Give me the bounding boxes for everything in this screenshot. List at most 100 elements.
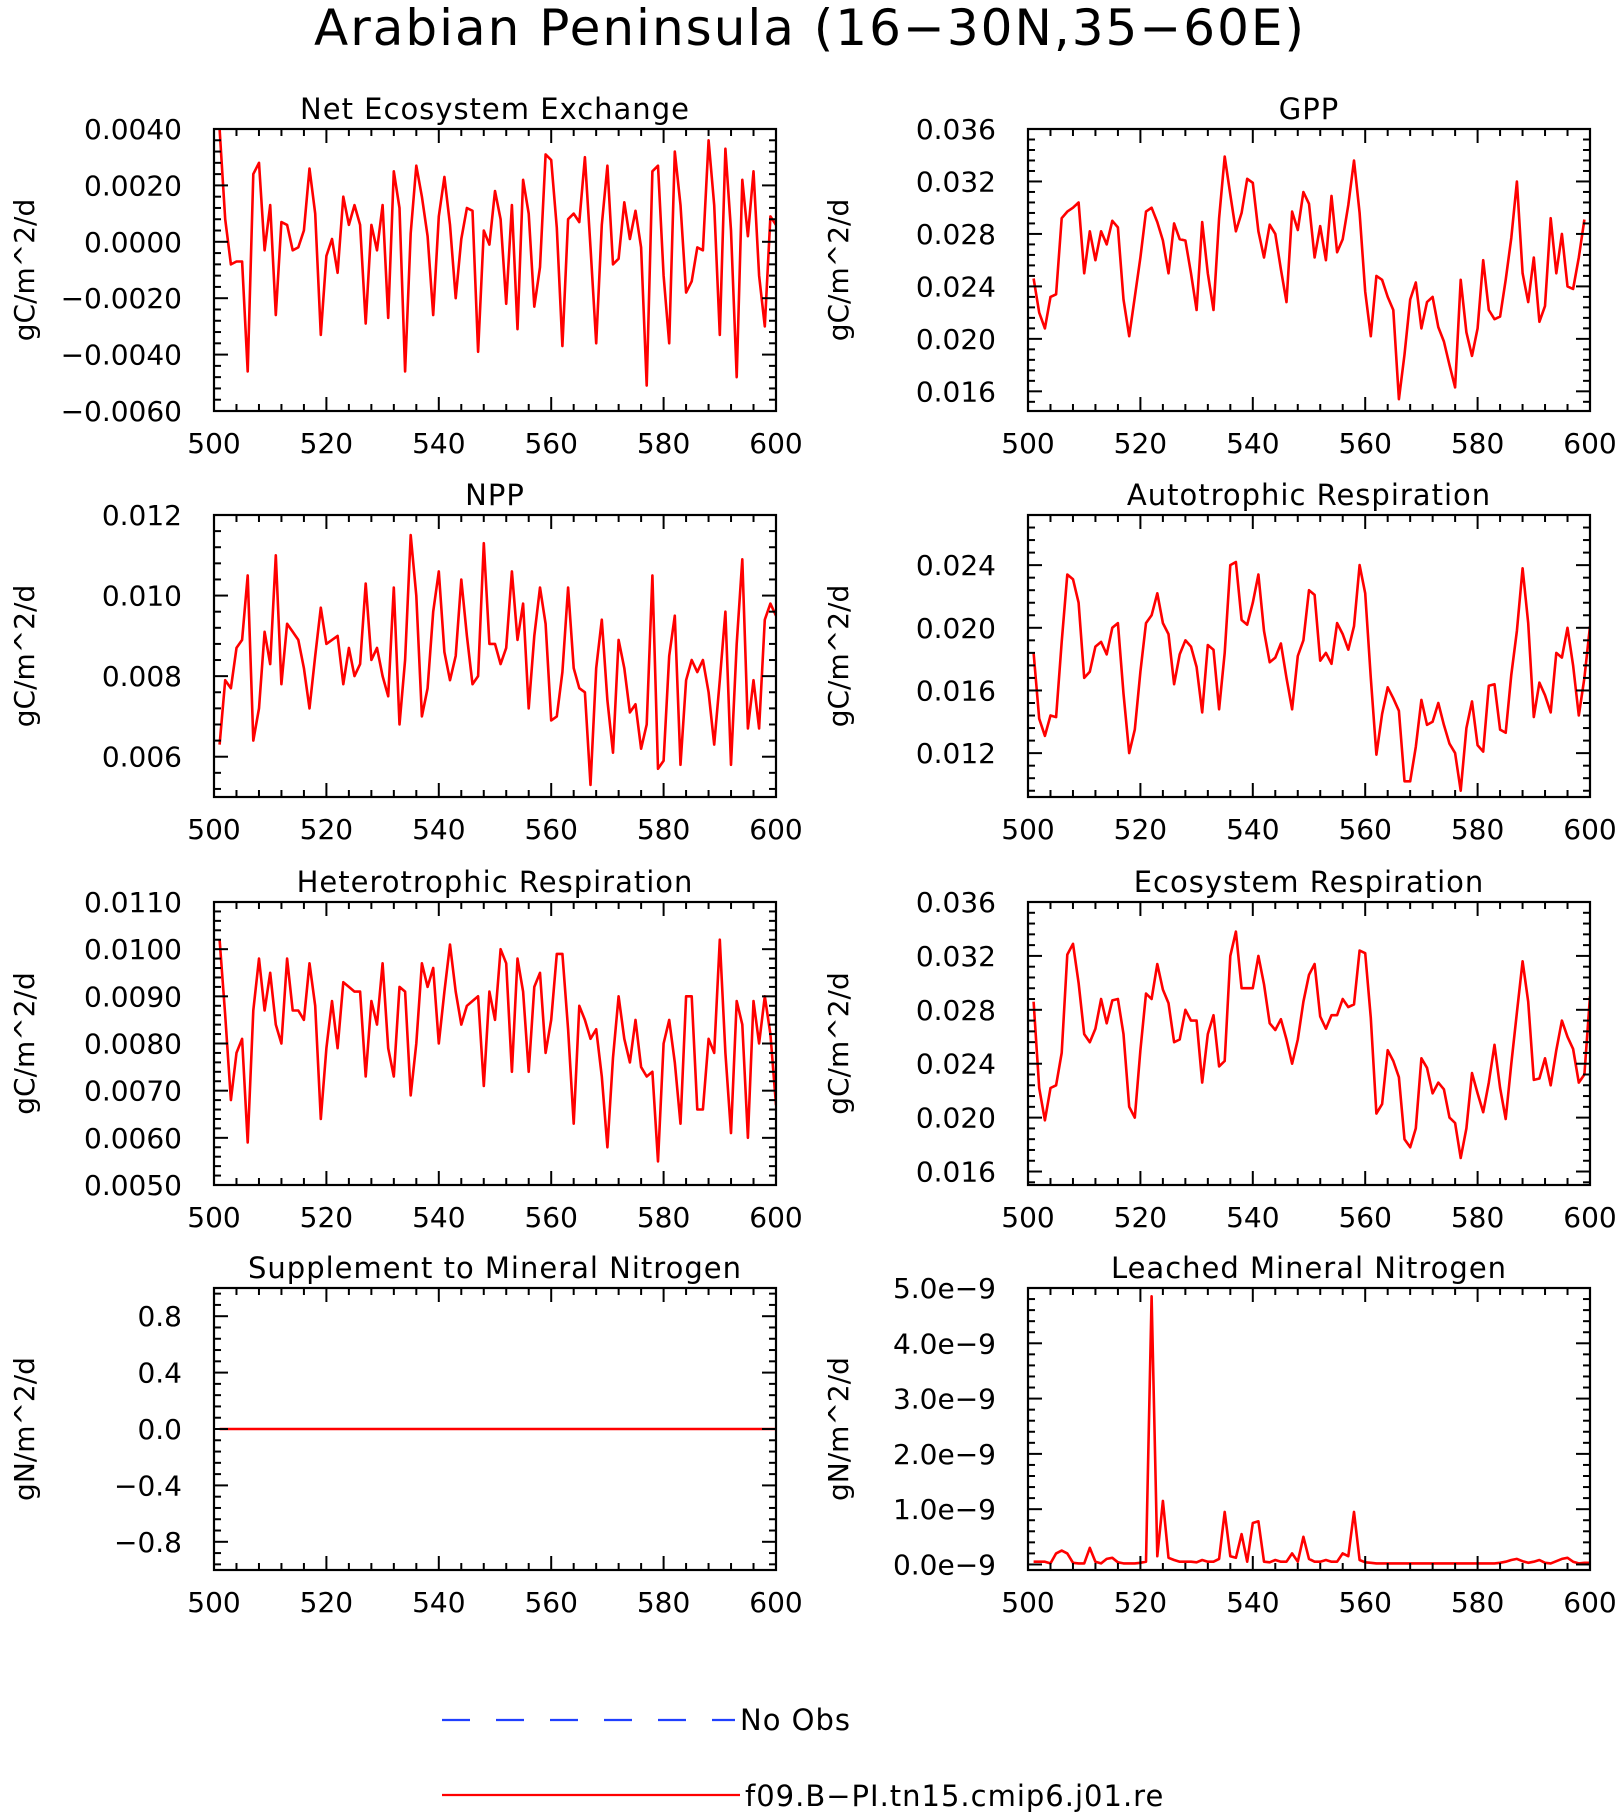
x-tick-label: 560	[1338, 813, 1391, 846]
y-tick-label: 0.020	[916, 612, 996, 645]
y-axis-label: gN/m^2/d	[822, 1357, 855, 1501]
y-tick-label: 0.032	[916, 165, 996, 198]
y-tick-label: 2.0e−9	[893, 1438, 996, 1471]
x-tick-label: 600	[1563, 1586, 1616, 1619]
x-tick-label: 520	[1114, 427, 1167, 460]
panels: Net Ecosystem Exchange gC/m^2/d 500 520 540 5…	[8, 92, 1617, 1619]
x-tick-label: 520	[1114, 1201, 1167, 1234]
y-axis-label: gC/m^2/d	[8, 972, 41, 1115]
y-tick-label: 0.010	[102, 580, 182, 613]
panel-title: Ecosystem Respiration	[1134, 865, 1485, 899]
panel-title: GPP	[1279, 92, 1339, 126]
x-tick-label: 540	[1226, 1201, 1279, 1234]
y-tick-label: 0.020	[916, 1102, 996, 1135]
y-tick-label: 4.0e−9	[893, 1327, 996, 1360]
panel-2: NPP gC/m^2/d 500 520 540 560 580 600 0.006 0.008 0…	[8, 478, 803, 846]
x-tick-label: 600	[1563, 427, 1616, 460]
x-tick-label: 600	[749, 427, 802, 460]
panel-title: Leached Mineral Nitrogen	[1111, 1251, 1507, 1285]
x-tick-label: 500	[1001, 813, 1054, 846]
x-tick-label: 500	[1001, 427, 1054, 460]
x-tick-label: 580	[1451, 1201, 1504, 1234]
plot-frame	[1026, 513, 1592, 799]
panel-5: Ecosystem Respiration gC/m^2/d 500 520 540 56…	[822, 865, 1617, 1234]
panel-3: Autotrophic Respiration gC/m^2/d 500 520 540…	[822, 478, 1617, 846]
plot-frame	[212, 127, 778, 413]
y-tick-label: 0.0110	[84, 886, 182, 919]
y-tick-label: 0.012	[102, 499, 182, 532]
y-axis-label: gC/m^2/d	[8, 585, 41, 728]
x-tick-label: 540	[412, 1201, 465, 1234]
x-tick-label: 600	[749, 813, 802, 846]
x-tick-label: 600	[1563, 1201, 1616, 1234]
y-tick-label: −0.8	[114, 1526, 182, 1559]
y-tick-label: 0.032	[916, 940, 996, 973]
y-tick-label: 0.0070	[84, 1075, 182, 1108]
x-tick-label: 520	[1114, 1586, 1167, 1619]
panel-title: Autotrophic Respiration	[1127, 478, 1491, 512]
panel-4: Heterotrophic Respiration gC/m^2/d 500 520 5…	[8, 865, 803, 1234]
plot-frame	[212, 513, 778, 799]
legend: No Obs f09.B−PI.tn15.cmip6.j01.re	[442, 1703, 1164, 1813]
panel-1: GPP gC/m^2/d 500 520 540 560 580 600 0.016 0.020 0…	[822, 92, 1617, 460]
series-line	[1033, 1295, 1590, 1565]
y-tick-label: 0.0	[137, 1413, 182, 1446]
panel-7: Leached Mineral Nitrogen gN/m^2/d 500 520 54…	[822, 1251, 1617, 1619]
y-tick-label: 0.016	[916, 1156, 996, 1189]
y-tick-label: 0.0050	[84, 1169, 182, 1202]
y-tick-label: 0.024	[916, 549, 996, 582]
panel-0: Net Ecosystem Exchange gC/m^2/d 500 520 540 5…	[8, 92, 803, 460]
y-tick-label: −0.0060	[61, 395, 182, 428]
x-tick-label: 500	[1001, 1201, 1054, 1234]
y-tick-label: 5.0e−9	[893, 1272, 996, 1305]
y-tick-label: 0.036	[916, 113, 996, 146]
y-tick-label: 1.0e−9	[893, 1493, 996, 1526]
x-tick-label: 540	[1226, 1586, 1279, 1619]
y-tick-label: 0.008	[102, 660, 182, 693]
plot-frame	[1026, 1286, 1592, 1572]
x-tick-label: 580	[637, 1586, 690, 1619]
x-tick-label: 540	[1226, 813, 1279, 846]
y-tick-label: 0.016	[916, 375, 996, 408]
x-tick-label: 580	[1451, 1586, 1504, 1619]
y-tick-label: 0.016	[916, 674, 996, 707]
x-tick-label: 560	[524, 1201, 577, 1234]
y-axis-label: gN/m^2/d	[8, 1357, 41, 1501]
y-tick-label: 0.006	[102, 741, 182, 774]
y-axis-label: gC/m^2/d	[822, 199, 855, 342]
series-line	[218, 129, 776, 387]
x-tick-label: 520	[300, 1586, 353, 1619]
legend-label-model-run: f09.B−PI.tn15.cmip6.j01.re	[745, 1779, 1164, 1813]
x-tick-label: 560	[524, 813, 577, 846]
y-axis-label: gC/m^2/d	[8, 199, 41, 342]
y-tick-label: 0.0080	[84, 1028, 182, 1061]
x-tick-label: 500	[187, 1586, 240, 1619]
x-tick-label: 500	[187, 813, 240, 846]
plot-frame	[212, 900, 778, 1187]
y-tick-label: −0.0040	[61, 339, 182, 372]
x-tick-label: 580	[1451, 427, 1504, 460]
legend-label-no-obs: No Obs	[740, 1703, 851, 1737]
x-tick-label: 520	[300, 1201, 353, 1234]
x-tick-label: 560	[1338, 1586, 1391, 1619]
x-tick-label: 600	[1563, 813, 1616, 846]
y-tick-label: 0.0e−9	[893, 1548, 996, 1581]
panel-title: Supplement to Mineral Nitrogen	[248, 1251, 742, 1285]
x-tick-label: 500	[187, 427, 240, 460]
series-line	[1032, 560, 1590, 793]
y-tick-label: 0.0090	[84, 980, 182, 1013]
y-tick-label: 0.4	[137, 1357, 182, 1390]
y-tick-label: 0.028	[916, 218, 996, 251]
panel-title: Heterotrophic Respiration	[297, 865, 694, 899]
series-line	[218, 533, 776, 787]
y-tick-label: 0.8	[137, 1300, 182, 1333]
y-tick-label: 0.020	[916, 323, 996, 356]
legend-entry-model-run: f09.B−PI.tn15.cmip6.j01.re	[442, 1779, 1164, 1813]
x-tick-label: 580	[1451, 813, 1504, 846]
y-tick-label: 0.0060	[84, 1122, 182, 1155]
series-line	[1032, 930, 1590, 1160]
x-tick-label: 520	[1114, 813, 1167, 846]
panel-title: NPP	[465, 478, 525, 512]
x-tick-label: 540	[412, 813, 465, 846]
